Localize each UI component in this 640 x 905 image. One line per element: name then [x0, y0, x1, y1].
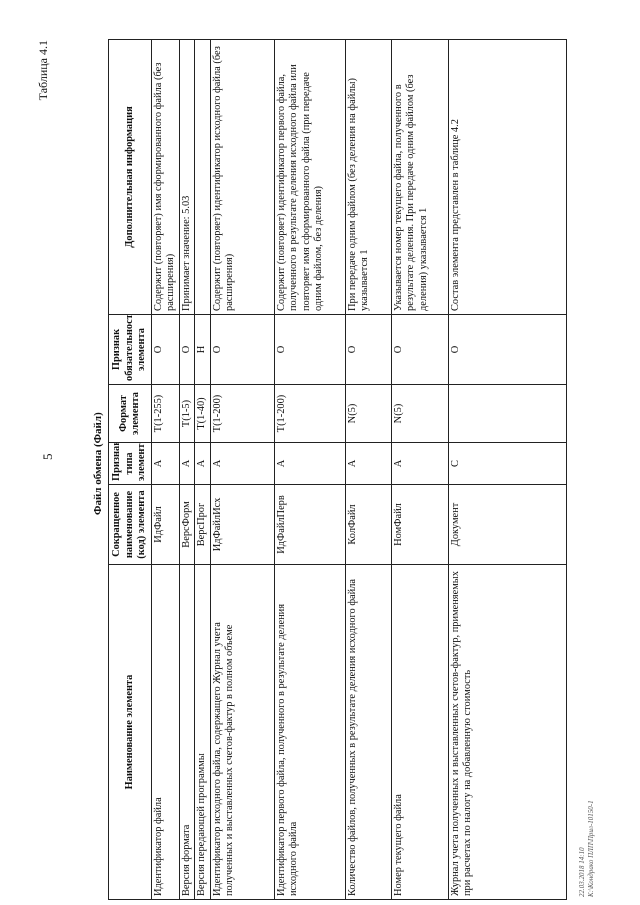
- cell-type: А: [210, 442, 275, 485]
- cell-info: Указывается номер текущего файла, получе…: [391, 39, 449, 315]
- table-row: Версия передающей программы ВерсПрог А T(1-…: [194, 39, 211, 900]
- cell-name: Версия передающей программы: [194, 564, 211, 900]
- table-title: Файл обмена (Файл): [92, 412, 104, 515]
- cell-name: Идентификатор файла: [151, 564, 180, 900]
- cell-req: О: [274, 314, 346, 385]
- table-row: Идентификатор файла ИдФайл А T(1-255) О Содер…: [151, 39, 180, 900]
- cell-name: Количество файлов, полученных в результа…: [345, 564, 392, 900]
- table-row: Журнал учета полученных и выставленных с…: [448, 39, 567, 900]
- cell-type: А: [274, 442, 346, 485]
- cell-format: T(1-200): [274, 384, 346, 443]
- cell-req: О: [179, 314, 195, 385]
- cell-type: А: [194, 442, 211, 485]
- cell-name: Версия формата: [179, 564, 195, 900]
- cell-format: [448, 384, 567, 443]
- cell-type: А: [151, 442, 180, 485]
- cell-name: Номер текущего файла: [391, 564, 449, 900]
- cell-req: О: [345, 314, 392, 385]
- cell-code: КолФайл: [345, 484, 392, 565]
- col-header: Признак типа элемента: [108, 442, 152, 485]
- cell-format: N(5): [391, 384, 449, 443]
- footer-path: К:\Кондрако ПЛП\Прил-10150-1: [587, 800, 595, 897]
- cell-format: T(1-255): [151, 384, 180, 443]
- cell-info: [194, 39, 211, 315]
- cell-type: С: [448, 442, 567, 485]
- cell-code: ИдФайлИсх: [210, 484, 275, 565]
- table-label: Таблица 4.1: [36, 40, 50, 101]
- cell-code: ИдФайл: [151, 484, 180, 565]
- cell-info: Содержит (повторяет) имя сформированного…: [151, 39, 180, 315]
- cell-req: Н: [194, 314, 211, 385]
- cell-format: T(1-5): [179, 384, 195, 443]
- cell-type: А: [179, 442, 195, 485]
- table-row: Идентификатор первого файла, полученного…: [274, 39, 346, 900]
- cell-info: При передаче одним файлом (без деления н…: [345, 39, 392, 315]
- cell-type: А: [391, 442, 449, 485]
- cell-code: ИдФайлПерв: [274, 484, 346, 565]
- footer-date: 22.03.2018 14:10: [578, 847, 586, 897]
- table-row: Идентификатор исходного файла, содержаще…: [210, 39, 275, 900]
- cell-req: О: [448, 314, 567, 385]
- cell-req: О: [151, 314, 180, 385]
- cell-name: Журнал учета полученных и выставленных с…: [448, 564, 567, 900]
- cell-info: Принимает значение: 5.03: [179, 39, 195, 315]
- cell-req: О: [391, 314, 449, 385]
- col-header: Дополнительная информация: [108, 39, 152, 315]
- cell-format: T(1-40): [194, 384, 211, 443]
- col-header: Формат элемента: [108, 384, 152, 443]
- page-number: 5: [40, 453, 55, 461]
- table-header: Наименование элемента Сокращенное наимен…: [108, 39, 152, 900]
- table-row: Версия формата ВерсФорм А T(1-5) О Принимает …: [179, 39, 195, 900]
- elements-table: Наименование элемента Сокращенное наимен…: [108, 39, 567, 900]
- cell-req: О: [210, 314, 275, 385]
- col-header: Сокращенное наименование (код) элемента: [108, 484, 152, 565]
- cell-format: T(1-200): [210, 384, 275, 443]
- footer: 22.03.2018 14:10 К:\Кондрако ПЛП\Прил-10…: [578, 800, 596, 897]
- col-header: Признак обязательности элемента: [108, 314, 152, 385]
- cell-info: Содержит (повторяет) идентификатор перво…: [274, 39, 346, 315]
- cell-code: ВерсПрог: [194, 484, 211, 565]
- col-header: Наименование элемента: [108, 564, 152, 900]
- cell-code: Документ: [448, 484, 567, 565]
- cell-info: Состав элемента представлен в таблице 4.…: [448, 39, 567, 315]
- cell-code: НомФайл: [391, 484, 449, 565]
- cell-format: N(5): [345, 384, 392, 443]
- cell-name: Идентификатор исходного файла, содержаще…: [210, 564, 275, 900]
- cell-type: А: [345, 442, 392, 485]
- cell-code: ВерсФорм: [179, 484, 195, 565]
- table-row: Количество файлов, полученных в результа…: [345, 39, 392, 900]
- cell-info: Содержит (повторяет) идентификатор исход…: [210, 39, 275, 315]
- table-row: Номер текущего файла НомФайл А N(5) О Указыва…: [391, 39, 449, 900]
- cell-name: Идентификатор первого файла, полученного…: [274, 564, 346, 900]
